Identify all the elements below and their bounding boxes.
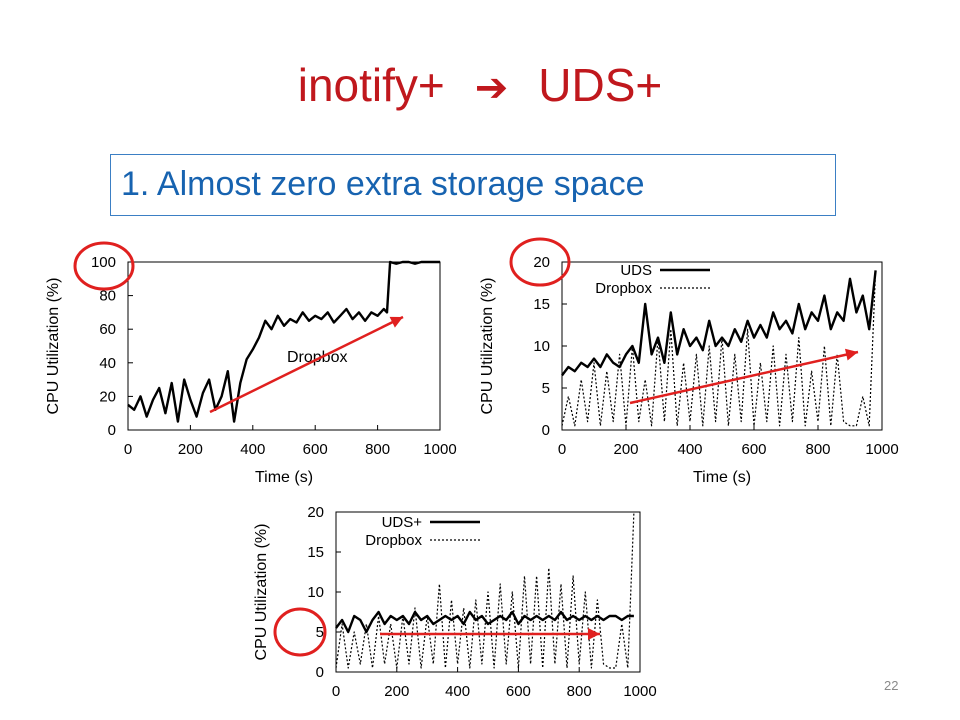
series-line-0 [127,260,440,423]
y-tick-label: 15 [307,544,324,561]
series-line-uds [561,270,877,377]
plot-frame [561,261,883,431]
key-point-text: 1. Almost zero extra storage space [121,165,645,203]
chart-annotation-label: Dropbox [287,349,347,366]
x-tick-label: 400 [677,441,702,458]
y-tick-label: 5 [542,380,550,397]
highlight-circle [73,241,135,291]
x-tick-label: 1000 [423,441,456,458]
y-tick-label: 0 [316,664,324,681]
y-tick-label: 5 [316,624,324,641]
y-axis-label: CPU Utilization (%) [45,278,62,415]
y-tick-label: 20 [99,388,116,405]
y-tick-label: 0 [542,422,550,439]
x-tick-label: 400 [445,683,470,700]
x-tick-label: 600 [303,441,328,458]
x-tick-label: 600 [506,683,531,700]
legend-label: Dropbox [365,532,422,549]
y-tick-label: 80 [99,288,116,305]
key-point-box: 1. Almost zero extra storage space [110,154,836,216]
x-tick-label: 800 [805,441,830,458]
highlight-circle [273,607,327,657]
x-tick-label: 800 [365,441,390,458]
trend-arrow-head [389,316,403,328]
series-line-dropbox [335,511,635,669]
x-axis-label: Time (s) [255,469,313,486]
x-tick-label: 200 [178,441,203,458]
title-inotify: inotify+ [297,59,445,111]
y-axis-label: CPU Utilization (%) [479,278,496,415]
plot-frame [127,261,441,431]
slide-title: inotify+ ➔ UDS+ [0,58,960,112]
y-tick-label: 20 [533,254,550,271]
x-axis-label: Time (s) [693,469,751,486]
slide-number: 22 [884,678,899,693]
trend-arrow-line [629,350,859,405]
right-arrow-icon: ➔ [474,65,509,111]
y-tick-label: 15 [533,296,550,313]
series-line-uds- [335,610,634,634]
series-line-dropbox [561,270,877,427]
trend-arrow-head [844,348,858,361]
x-tick-label: 1000 [623,683,656,700]
x-tick-label: 600 [741,441,766,458]
trend-arrow-head [588,628,600,640]
legend-label: UDS+ [382,514,423,531]
trend-arrow-line [209,315,404,414]
x-tick-label: 200 [613,441,638,458]
title-uds: UDS+ [538,59,663,111]
y-tick-label: 40 [99,355,116,372]
legend-label: UDS [620,262,652,279]
x-tick-label: 400 [240,441,265,458]
y-tick-label: 10 [307,584,324,601]
y-tick-label: 100 [91,254,116,271]
x-tick-label: 0 [124,441,132,458]
x-tick-label: 200 [384,683,409,700]
legend-label: Dropbox [595,280,652,297]
y-tick-label: 10 [533,338,550,355]
x-tick-label: 1000 [865,441,898,458]
y-tick-label: 60 [99,321,116,338]
plot-frame [335,511,641,673]
x-tick-label: 0 [558,441,566,458]
y-axis-label: CPU Utilization (%) [253,524,270,661]
highlight-circle [509,237,571,287]
y-tick-label: 0 [108,422,116,439]
x-tick-label: 800 [567,683,592,700]
x-tick-label: 0 [332,683,340,700]
y-tick-label: 20 [307,504,324,521]
